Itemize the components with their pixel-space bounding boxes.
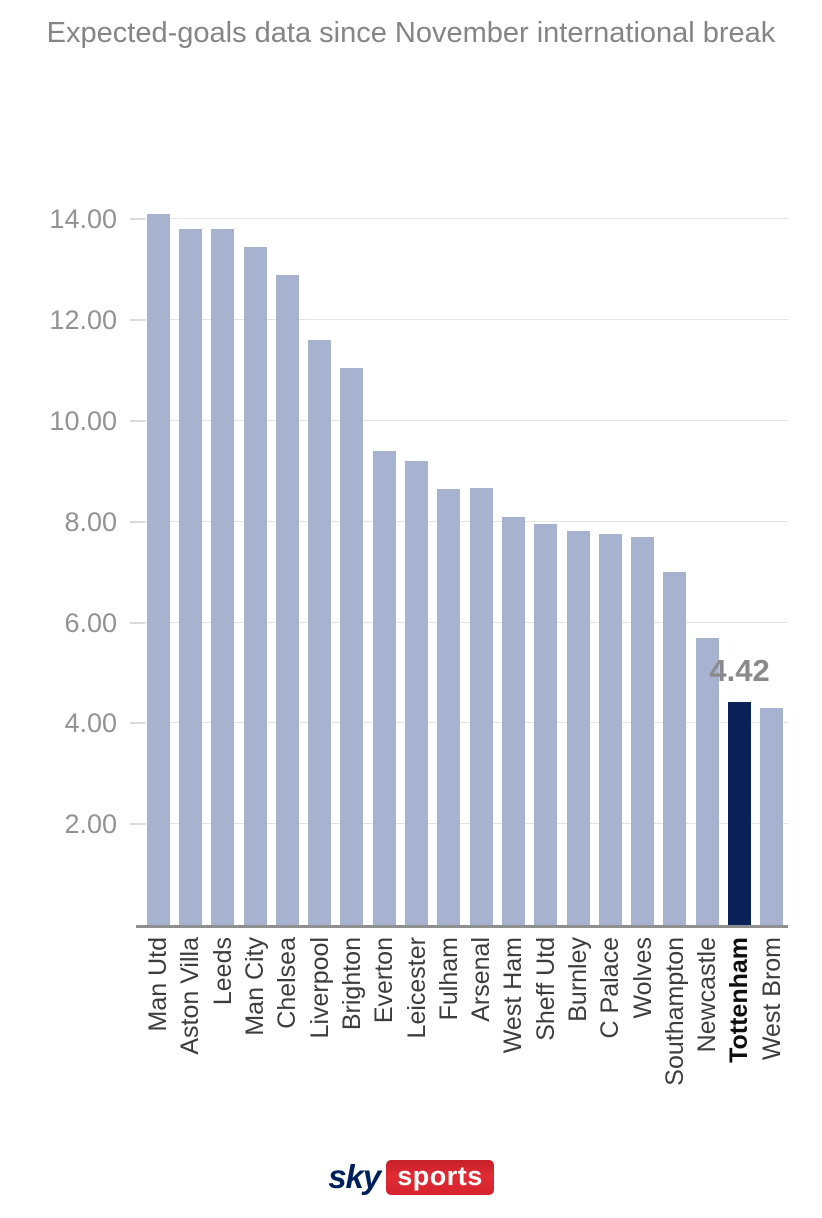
x-axis-cell: Liverpool [303, 929, 335, 1144]
y-axis-label: 4.00 [64, 708, 117, 738]
x-axis: Man Utd Aston Villa Leeds Man City Chelsea Li… [142, 929, 788, 1144]
x-axis-cell: Tottenham [723, 929, 755, 1144]
x-axis-cell: Newcastle [691, 929, 723, 1144]
y-axis-label: 14.00 [49, 204, 117, 234]
x-axis-label-burnley: Burnley [564, 937, 592, 1022]
x-axis-label-wolves: Wolves [628, 937, 657, 1019]
y-axis-tick [130, 722, 145, 724]
y-axis-label: 10.00 [49, 406, 117, 436]
x-axis-line [136, 925, 788, 928]
bar-sheff-utd [534, 524, 558, 925]
x-axis-label-fulham: Fulham [434, 937, 463, 1021]
x-axis-label-leicester: Leicester [402, 937, 431, 1039]
x-axis-cell: Chelsea [271, 929, 303, 1144]
x-axis-cell: Fulham [433, 929, 465, 1144]
bar-everton [372, 451, 396, 925]
gridline [142, 521, 788, 522]
y-axis-label: 2.00 [64, 809, 117, 839]
x-axis-label-chelsea: Chelsea [273, 937, 302, 1029]
bar-leicester [405, 461, 429, 925]
sports-logo-badge: sports [386, 1160, 494, 1195]
gridline [142, 420, 788, 421]
sky-logo-text: sky [328, 1158, 381, 1195]
x-axis-cell: Man City [239, 929, 271, 1144]
x-axis-label-newcastle: Newcastle [693, 937, 722, 1053]
gridline [142, 319, 788, 320]
bar-c-palace [598, 533, 622, 925]
x-axis-label-man-city: Man City [241, 937, 270, 1036]
x-axis-cell: Leicester [400, 929, 432, 1144]
bar-aston-villa [178, 229, 202, 925]
x-axis-cell: West Ham [497, 929, 529, 1144]
x-axis-label-aston-villa: Aston Villa [176, 937, 205, 1055]
x-axis-cell: West Brom [756, 929, 788, 1144]
bar-man-utd [146, 214, 170, 925]
x-axis-cell: C Palace [594, 929, 626, 1144]
x-axis-cell: Aston Villa [174, 929, 206, 1144]
bar-burnley [566, 530, 590, 925]
x-axis-label-tottenham: Tottenham [725, 937, 754, 1063]
bar-leeds [211, 229, 235, 925]
x-axis-cell: Wolves [626, 929, 658, 1144]
bar-west-brom [760, 708, 784, 925]
y-axis-tick [130, 218, 145, 220]
bar-arsenal [469, 487, 493, 925]
y-axis-tick [130, 420, 145, 422]
y-axis-label: 12.00 [49, 305, 117, 335]
bar-southampton [663, 572, 687, 925]
y-axis-tick [130, 319, 145, 321]
bar-fulham [437, 489, 461, 925]
x-axis-label-southampton: Southampton [660, 937, 689, 1086]
sky-sports-logo: sky sports [0, 1160, 822, 1195]
x-axis-label-leeds: Leeds [208, 937, 237, 1006]
x-axis-cell: Leeds [207, 929, 239, 1144]
x-axis-cell: Burnley [562, 929, 594, 1144]
y-axis-tick [130, 521, 145, 523]
x-axis-label-west-ham: West Ham [499, 937, 528, 1054]
x-axis-cell: Southampton [659, 929, 691, 1144]
x-axis-cell: Arsenal [465, 929, 497, 1144]
x-axis-label-man-utd: Man Utd [144, 937, 173, 1032]
x-axis-cell: Everton [368, 929, 400, 1144]
chart-title: Expected-goals data since November inter… [46, 17, 776, 49]
highlight-value-label: 4.42 [709, 653, 770, 689]
plot-area: 4.42 [130, 195, 788, 928]
bar-brighton [340, 368, 364, 925]
gridline [142, 218, 788, 219]
x-axis-label-c-palace: C Palace [596, 937, 625, 1039]
bar-chelsea [275, 274, 299, 925]
x-axis-label-west-brom: West Brom [757, 937, 786, 1061]
x-axis-label-everton: Everton [370, 937, 399, 1024]
y-axis-tick [130, 823, 145, 825]
x-axis-label-liverpool: Liverpool [305, 937, 334, 1039]
y-axis-tick [130, 622, 145, 624]
x-axis-cell: Brighton [336, 929, 368, 1144]
x-axis-label-sheff-utd: Sheff Utd [531, 937, 560, 1041]
bar-west-ham [501, 516, 525, 925]
y-axis-label: 8.00 [64, 507, 117, 537]
bar-man-city [243, 247, 267, 925]
sports-logo-text: sports [397, 1161, 483, 1191]
bar-tottenham [728, 702, 752, 925]
bar-newcastle [695, 637, 719, 925]
gridline [142, 823, 788, 824]
y-axis: 2.00 4.00 6.00 8.00 10.00 12.00 14.00 [0, 195, 117, 925]
gridline [142, 622, 788, 623]
x-axis-label-arsenal: Arsenal [467, 937, 496, 1022]
x-axis-label-brighton: Brighton [337, 937, 366, 1031]
bar-wolves [631, 536, 655, 925]
x-axis-cell: Sheff Utd [530, 929, 562, 1144]
bar-liverpool [308, 340, 332, 925]
gridline [142, 722, 788, 723]
x-axis-cell: Man Utd [142, 929, 174, 1144]
y-axis-label: 6.00 [64, 608, 117, 638]
